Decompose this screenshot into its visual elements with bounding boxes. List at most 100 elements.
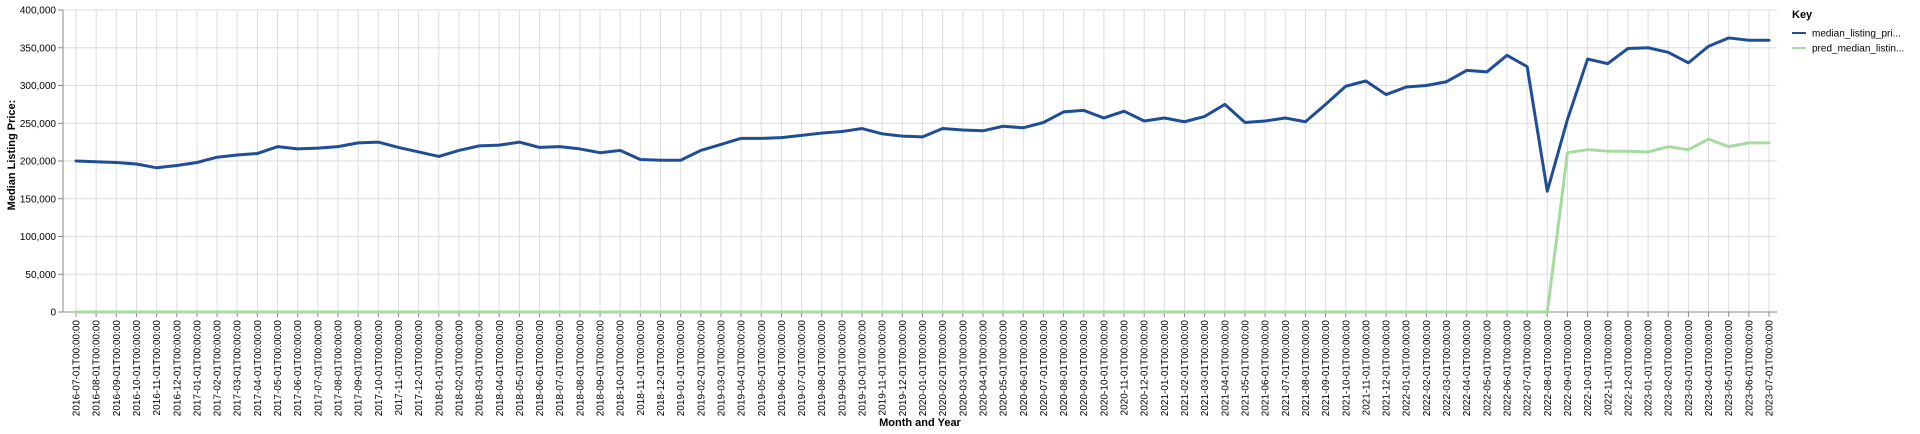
x-tick-label: 2017-05-01T00:00:00 xyxy=(273,320,284,417)
x-tick-label: 2017-01-01T00:00:00 xyxy=(192,320,203,417)
x-tick-label: 2017-08-01T00:00:00 xyxy=(334,320,345,417)
x-tick-label: 2017-06-01T00:00:00 xyxy=(293,320,304,417)
x-tick-label: 2022-03-01T00:00:00 xyxy=(1442,320,1453,417)
x-tick-label: 2016-10-01T00:00:00 xyxy=(132,320,143,417)
x-tick-label: 2021-02-01T00:00:00 xyxy=(1180,320,1191,417)
x-tick-label: 2020-06-01T00:00:00 xyxy=(1019,320,1030,417)
series-line-median-listing-pri xyxy=(74,36,1771,193)
x-tick-label: 2021-07-01T00:00:00 xyxy=(1281,320,1292,417)
x-tick-label: 2023-05-01T00:00:00 xyxy=(1724,320,1735,417)
x-tick-label: 2021-11-01T00:00:00 xyxy=(1361,320,1372,416)
x-tick-label: 2018-12-01T00:00:00 xyxy=(656,320,667,417)
x-tick-label: 2019-07-01T00:00:00 xyxy=(797,320,808,417)
x-tick-label: 2020-03-01T00:00:00 xyxy=(958,320,969,417)
x-tick-label: 2016-09-01T00:00:00 xyxy=(112,320,123,417)
x-tick-label: 2022-07-01T00:00:00 xyxy=(1523,320,1534,417)
x-tick-label: 2020-08-01T00:00:00 xyxy=(1059,320,1070,417)
x-axis-title: Month and Year xyxy=(879,417,961,429)
x-tick-label: 2016-11-01T00:00:00 xyxy=(152,320,163,416)
x-tick-label: 2017-11-01T00:00:00 xyxy=(394,320,405,416)
x-tick-label: 2017-09-01T00:00:00 xyxy=(354,320,365,417)
y-tick-label: 150,000 xyxy=(20,194,57,205)
x-tick-label: 2023-04-01T00:00:00 xyxy=(1704,320,1715,417)
x-tick-label: 2022-08-01T00:00:00 xyxy=(1543,320,1554,417)
x-tick-label: 2019-09-01T00:00:00 xyxy=(837,320,848,417)
legend-title: Key xyxy=(1792,9,1813,21)
x-tick-label: 2020-01-01T00:00:00 xyxy=(918,320,929,417)
x-tick-label: 2018-05-01T00:00:00 xyxy=(515,320,526,417)
x-tick-label: 2019-11-01T00:00:00 xyxy=(878,320,889,416)
x-tick-label: 2017-10-01T00:00:00 xyxy=(374,320,385,417)
x-tick-label: 2022-10-01T00:00:00 xyxy=(1583,320,1594,417)
x-tick-label: 2017-07-01T00:00:00 xyxy=(313,320,324,417)
x-tick-label: 2021-03-01T00:00:00 xyxy=(1200,320,1211,417)
legend-label: pred_median_listin... xyxy=(1812,44,1904,55)
x-tick-label: 2022-11-01T00:00:00 xyxy=(1603,320,1614,416)
y-axis-title: Median Listing Price: xyxy=(6,100,18,211)
y-tick-label: 400,000 xyxy=(20,6,57,17)
x-tick-label: 2023-01-01T00:00:00 xyxy=(1644,320,1655,417)
x-tick-label: 2019-12-01T00:00:00 xyxy=(898,320,909,417)
x-tick-label: 2017-12-01T00:00:00 xyxy=(414,320,425,417)
x-tick-label: 2020-05-01T00:00:00 xyxy=(999,320,1010,417)
x-tick-label: 2021-06-01T00:00:00 xyxy=(1261,320,1272,417)
y-tick-label: 0 xyxy=(50,308,56,319)
x-tick-label: 2018-09-01T00:00:00 xyxy=(596,320,607,417)
x-tick-label: 2019-05-01T00:00:00 xyxy=(757,320,768,417)
legend-item: pred_median_listin... xyxy=(1792,44,1904,55)
x-tick-label: 2016-08-01T00:00:00 xyxy=(92,320,103,417)
x-tick-label: 2019-03-01T00:00:00 xyxy=(716,320,727,417)
x-tick-label: 2019-08-01T00:00:00 xyxy=(817,320,828,417)
x-tick-label: 2022-06-01T00:00:00 xyxy=(1502,320,1513,417)
x-tick-label: 2017-02-01T00:00:00 xyxy=(213,320,224,417)
series-layer xyxy=(74,36,1771,314)
x-tick-label: 2019-10-01T00:00:00 xyxy=(858,320,869,417)
x-tick-label: 2018-06-01T00:00:00 xyxy=(535,320,546,417)
x-tick-label: 2018-02-01T00:00:00 xyxy=(454,320,465,417)
x-tick-label: 2017-04-01T00:00:00 xyxy=(253,320,264,417)
y-tick-label: 100,000 xyxy=(20,232,57,243)
x-tick-label: 2021-08-01T00:00:00 xyxy=(1301,320,1312,417)
x-tick-label: 2018-11-01T00:00:00 xyxy=(636,320,647,416)
legend-label: median_listing_pri... xyxy=(1812,29,1901,40)
y-tick-label: 300,000 xyxy=(20,81,57,92)
x-tick-label: 2021-10-01T00:00:00 xyxy=(1341,320,1352,417)
x-tick-label: 2018-07-01T00:00:00 xyxy=(555,320,566,417)
x-tick-label: 2018-03-01T00:00:00 xyxy=(475,320,486,417)
x-tick-label: 2022-09-01T00:00:00 xyxy=(1563,320,1574,417)
x-tick-label: 2019-04-01T00:00:00 xyxy=(737,320,748,417)
x-tick-label: 2018-04-01T00:00:00 xyxy=(495,320,506,417)
x-tick-label: 2018-01-01T00:00:00 xyxy=(434,320,445,417)
y-axis: 0 50,000 100,000 150,000 200,000 250,000 300,0… xyxy=(20,6,64,319)
x-tick-label: 2022-12-01T00:00:00 xyxy=(1623,320,1634,417)
x-tick-label: 2020-12-01T00:00:00 xyxy=(1140,320,1151,417)
y-tick-label: 250,000 xyxy=(20,119,57,130)
x-tick-label: 2021-05-01T00:00:00 xyxy=(1240,320,1251,417)
x-tick-label: 2016-07-01T00:00:00 xyxy=(72,320,83,417)
x-tick-label: 2021-01-01T00:00:00 xyxy=(1160,320,1171,417)
x-tick-label: 2016-12-01T00:00:00 xyxy=(172,320,183,417)
x-tick-label: 2019-06-01T00:00:00 xyxy=(777,320,788,417)
y-tick-label: 200,000 xyxy=(20,157,57,168)
x-tick-label: 2022-02-01T00:00:00 xyxy=(1422,320,1433,417)
series-line-pred-median-listin xyxy=(74,137,1771,314)
legend-item: median_listing_pri... xyxy=(1792,29,1901,40)
x-tick-label: 2020-02-01T00:00:00 xyxy=(938,320,949,417)
x-tick-label: 2023-03-01T00:00:00 xyxy=(1684,320,1695,417)
x-tick-label: 2020-07-01T00:00:00 xyxy=(1039,320,1050,417)
x-tick-label: 2020-11-01T00:00:00 xyxy=(1120,320,1131,416)
x-tick-label: 2020-09-01T00:00:00 xyxy=(1079,320,1090,417)
x-axis: 2016-07-01T00:00:00 2016-08-01T00:00:00 20… xyxy=(63,311,1777,417)
x-tick-label: 2023-06-01T00:00:00 xyxy=(1744,320,1755,417)
x-tick-label: 2021-12-01T00:00:00 xyxy=(1382,320,1393,417)
legend: Key median_listing_pri... pred_median_lis… xyxy=(1792,9,1904,55)
x-tick-label: 2023-07-01T00:00:00 xyxy=(1765,320,1776,417)
x-tick-label: 2022-05-01T00:00:00 xyxy=(1482,320,1493,417)
y-tick-label: 350,000 xyxy=(20,43,57,54)
x-tick-label: 2020-04-01T00:00:00 xyxy=(978,320,989,417)
x-tick-label: 2020-10-01T00:00:00 xyxy=(1099,320,1110,417)
gridlines xyxy=(63,9,1777,313)
x-tick-label: 2018-08-01T00:00:00 xyxy=(575,320,586,417)
x-tick-label: 2023-02-01T00:00:00 xyxy=(1664,320,1675,417)
